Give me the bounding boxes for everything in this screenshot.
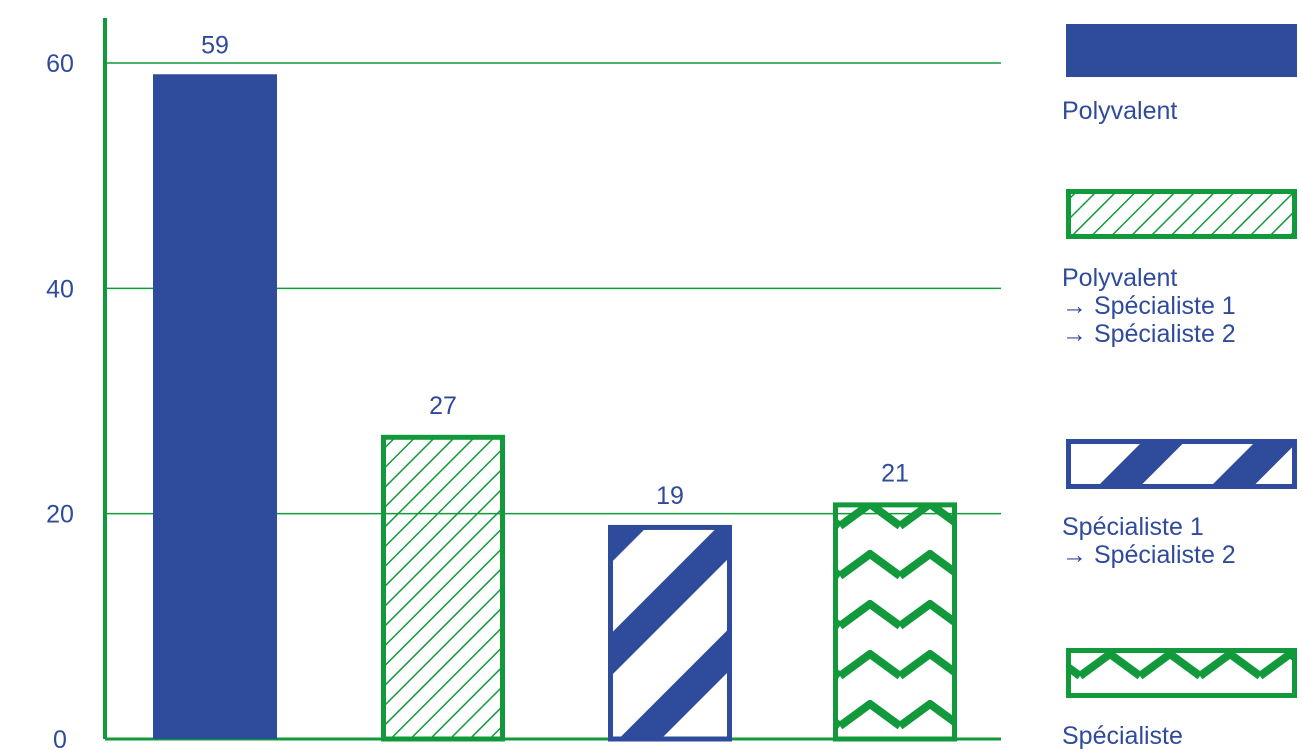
legend-swatch [1066,24,1297,77]
y-tick-label: 40 [46,275,74,303]
bar [381,434,505,742]
bar [153,74,277,740]
bar [833,502,957,742]
legend-label: Polyvalent [1062,97,1178,125]
legend-label: Polyvalent → Spécialiste 1 → Spécialiste… [1062,264,1236,348]
bar-value-label: 19 [656,482,684,510]
legend-label: Spécialiste 1 → Spécialiste 2 [1062,513,1236,569]
legend-label: Spécialiste [1062,722,1183,750]
legend-swatch [1066,439,1297,489]
legend-swatch [1066,648,1297,698]
y-tick-label: 60 [46,50,74,78]
y-tick-label: 0 [53,726,67,751]
bar-value-label: 21 [881,459,909,487]
bar [608,524,732,742]
legend-swatch [1066,189,1297,239]
bar-value-label: 59 [201,31,229,59]
y-tick-label: 20 [46,501,74,529]
bar-value-label: 27 [429,392,457,420]
